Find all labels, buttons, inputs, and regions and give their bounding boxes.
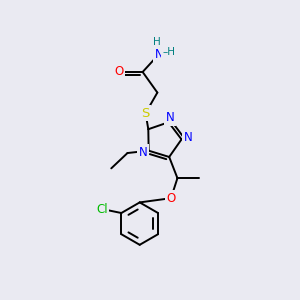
- Text: S: S: [141, 107, 150, 120]
- Text: N: N: [184, 131, 192, 144]
- Text: –H: –H: [163, 47, 176, 57]
- Text: O: O: [115, 65, 124, 79]
- Text: N: N: [139, 146, 148, 159]
- Text: N: N: [166, 111, 174, 124]
- Text: N: N: [154, 48, 163, 61]
- Text: H: H: [154, 37, 161, 47]
- Text: Cl: Cl: [96, 203, 108, 216]
- Text: O: O: [166, 192, 176, 205]
